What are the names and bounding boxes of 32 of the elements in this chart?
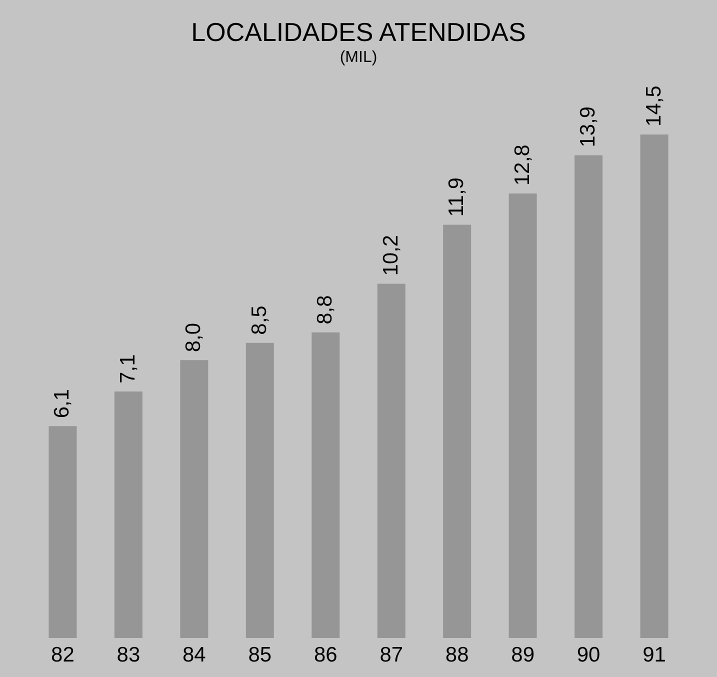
bar — [312, 332, 340, 638]
bar — [508, 193, 537, 638]
data-label: 11,9 — [445, 177, 468, 217]
bar — [443, 224, 472, 638]
x-tick-label: 87 — [380, 644, 404, 666]
data-label: 13,9 — [576, 106, 600, 148]
x-tick-label: 90 — [576, 644, 600, 666]
x-tick-label: 86 — [314, 644, 338, 666]
bar — [48, 426, 77, 638]
chart-title: LOCALIDADES ATENDIDAS — [191, 17, 526, 47]
data-label: 8,0 — [182, 322, 206, 352]
bar — [574, 155, 603, 638]
x-tick-label: 88 — [445, 644, 469, 666]
bar — [640, 134, 668, 638]
data-label: 14,5 — [642, 86, 666, 126]
data-label: 8,8 — [314, 295, 337, 324]
data-label: 8,5 — [248, 306, 271, 335]
x-tick-label: 84 — [182, 644, 206, 666]
data-label: 10,2 — [379, 234, 402, 276]
data-label: 12,8 — [510, 144, 534, 186]
bar — [114, 391, 142, 638]
data-label: 7,1 — [116, 354, 140, 384]
bar — [246, 342, 274, 638]
bar — [180, 360, 208, 638]
x-tick-label: 85 — [248, 644, 272, 666]
x-tick-label: 89 — [511, 644, 534, 666]
bar — [377, 284, 406, 638]
data-label: 6,1 — [50, 388, 74, 418]
x-tick-label: 82 — [51, 644, 74, 666]
chart-subtitle: (MIL) — [340, 49, 378, 66]
x-tick-label: 83 — [116, 644, 140, 666]
x-tick-label: 91 — [642, 644, 666, 666]
